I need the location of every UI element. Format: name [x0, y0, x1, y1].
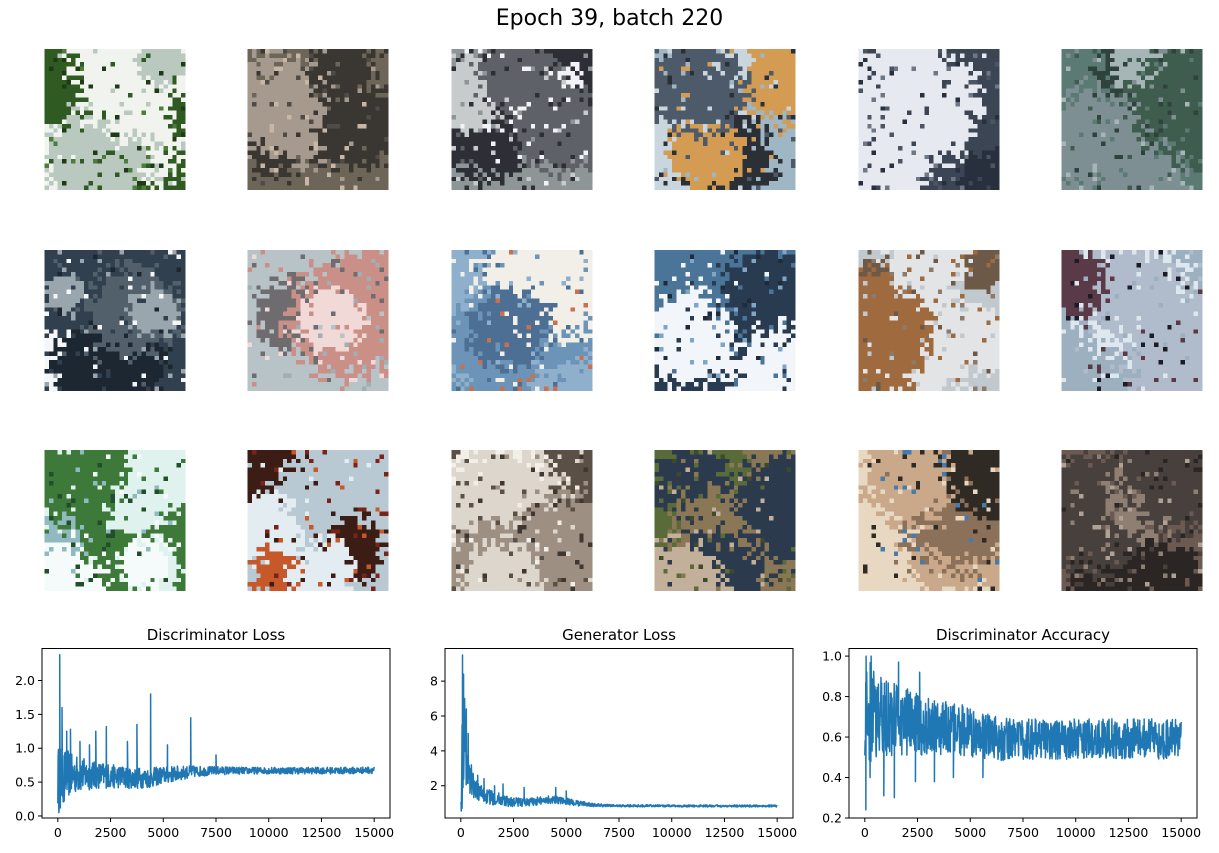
x-tick-label: 12500 [302, 825, 342, 840]
x-tick-label: 7500 [1007, 825, 1039, 840]
x-tick-label: 5000 [147, 825, 179, 840]
chart-title: Discriminator Loss [146, 626, 286, 644]
y-tick-label: 1.0 [15, 741, 35, 756]
y-tick-label: 2 [430, 778, 438, 793]
x-tick-label: 0 [457, 825, 465, 840]
generated-sample-image [654, 450, 796, 591]
generated-sample-image [858, 450, 1000, 591]
series-line [864, 655, 1182, 811]
y-tick-label: 1.5 [15, 707, 35, 722]
generated-sample-image [858, 49, 1000, 190]
series-line [460, 654, 778, 812]
x-tick-label: 5000 [954, 825, 986, 840]
y-tick-label: 2.0 [15, 673, 35, 688]
x-tick-label: 7500 [200, 825, 232, 840]
x-tick-label: 15000 [354, 825, 394, 840]
series-line [57, 654, 375, 814]
y-tick-label: 0.2 [822, 811, 842, 826]
y-tick-label: 0.0 [15, 808, 35, 823]
generated-sample-image [247, 450, 389, 591]
generated-sample-image [451, 250, 593, 391]
x-tick-label: 5000 [550, 825, 582, 840]
x-tick-label: 15000 [757, 825, 797, 840]
generated-sample-image [451, 450, 593, 591]
y-tick-label: 0.5 [15, 775, 35, 790]
generated-sample-image [247, 49, 389, 190]
x-tick-label: 0 [54, 825, 62, 840]
x-tick-label: 12500 [1109, 825, 1149, 840]
generated-sample-image [44, 49, 186, 190]
x-tick-label: 0 [861, 825, 869, 840]
y-tick-label: 0.6 [822, 730, 842, 745]
generated-sample-image [1061, 250, 1203, 391]
generated-sample-image [451, 49, 593, 190]
y-tick-label: 6 [430, 709, 438, 724]
y-tick-label: 4 [430, 743, 438, 758]
x-tick-label: 2500 [902, 825, 934, 840]
x-tick-label: 15000 [1161, 825, 1201, 840]
discriminator-loss-chart: 0 2500 5000 7500 10000 12500 15000 0.0 0.5 1.0 1.5… [15, 648, 394, 840]
y-tick-label: 1.0 [822, 649, 842, 664]
x-tick-label: 10000 [1056, 825, 1096, 840]
x-tick-label: 7500 [603, 825, 635, 840]
generated-sample-image [44, 450, 186, 591]
generated-sample-image [247, 250, 389, 391]
y-tick-label: 8 [430, 674, 438, 689]
axes-frame [444, 648, 794, 819]
generator-loss-chart: 0 2500 5000 7500 10000 12500 15000 2 4 6 8 [430, 648, 797, 840]
y-tick-label: 0.4 [822, 770, 842, 785]
generated-sample-image [858, 250, 1000, 391]
x-tick-label: 2500 [95, 825, 127, 840]
chart-title: Generator Loss [562, 626, 676, 644]
axes-frame [41, 648, 391, 819]
x-tick-label: 10000 [652, 825, 692, 840]
x-tick-label: 10000 [249, 825, 289, 840]
x-tick-label: 12500 [705, 825, 745, 840]
generated-sample-image [654, 49, 796, 190]
x-tick-label: 2500 [498, 825, 530, 840]
discriminator-accuracy-chart: 0 2500 5000 7500 10000 12500 15000 0.2 0.4 0.6 0.8… [822, 648, 1201, 840]
figure-title: Epoch 39, batch 220 [495, 6, 724, 31]
chart-title: Discriminator Accuracy [935, 626, 1111, 644]
generated-sample-image [44, 250, 186, 391]
generated-sample-image [1061, 450, 1203, 591]
generated-sample-image [654, 250, 796, 391]
y-tick-label: 0.8 [822, 689, 842, 704]
generated-sample-image [1061, 49, 1203, 190]
